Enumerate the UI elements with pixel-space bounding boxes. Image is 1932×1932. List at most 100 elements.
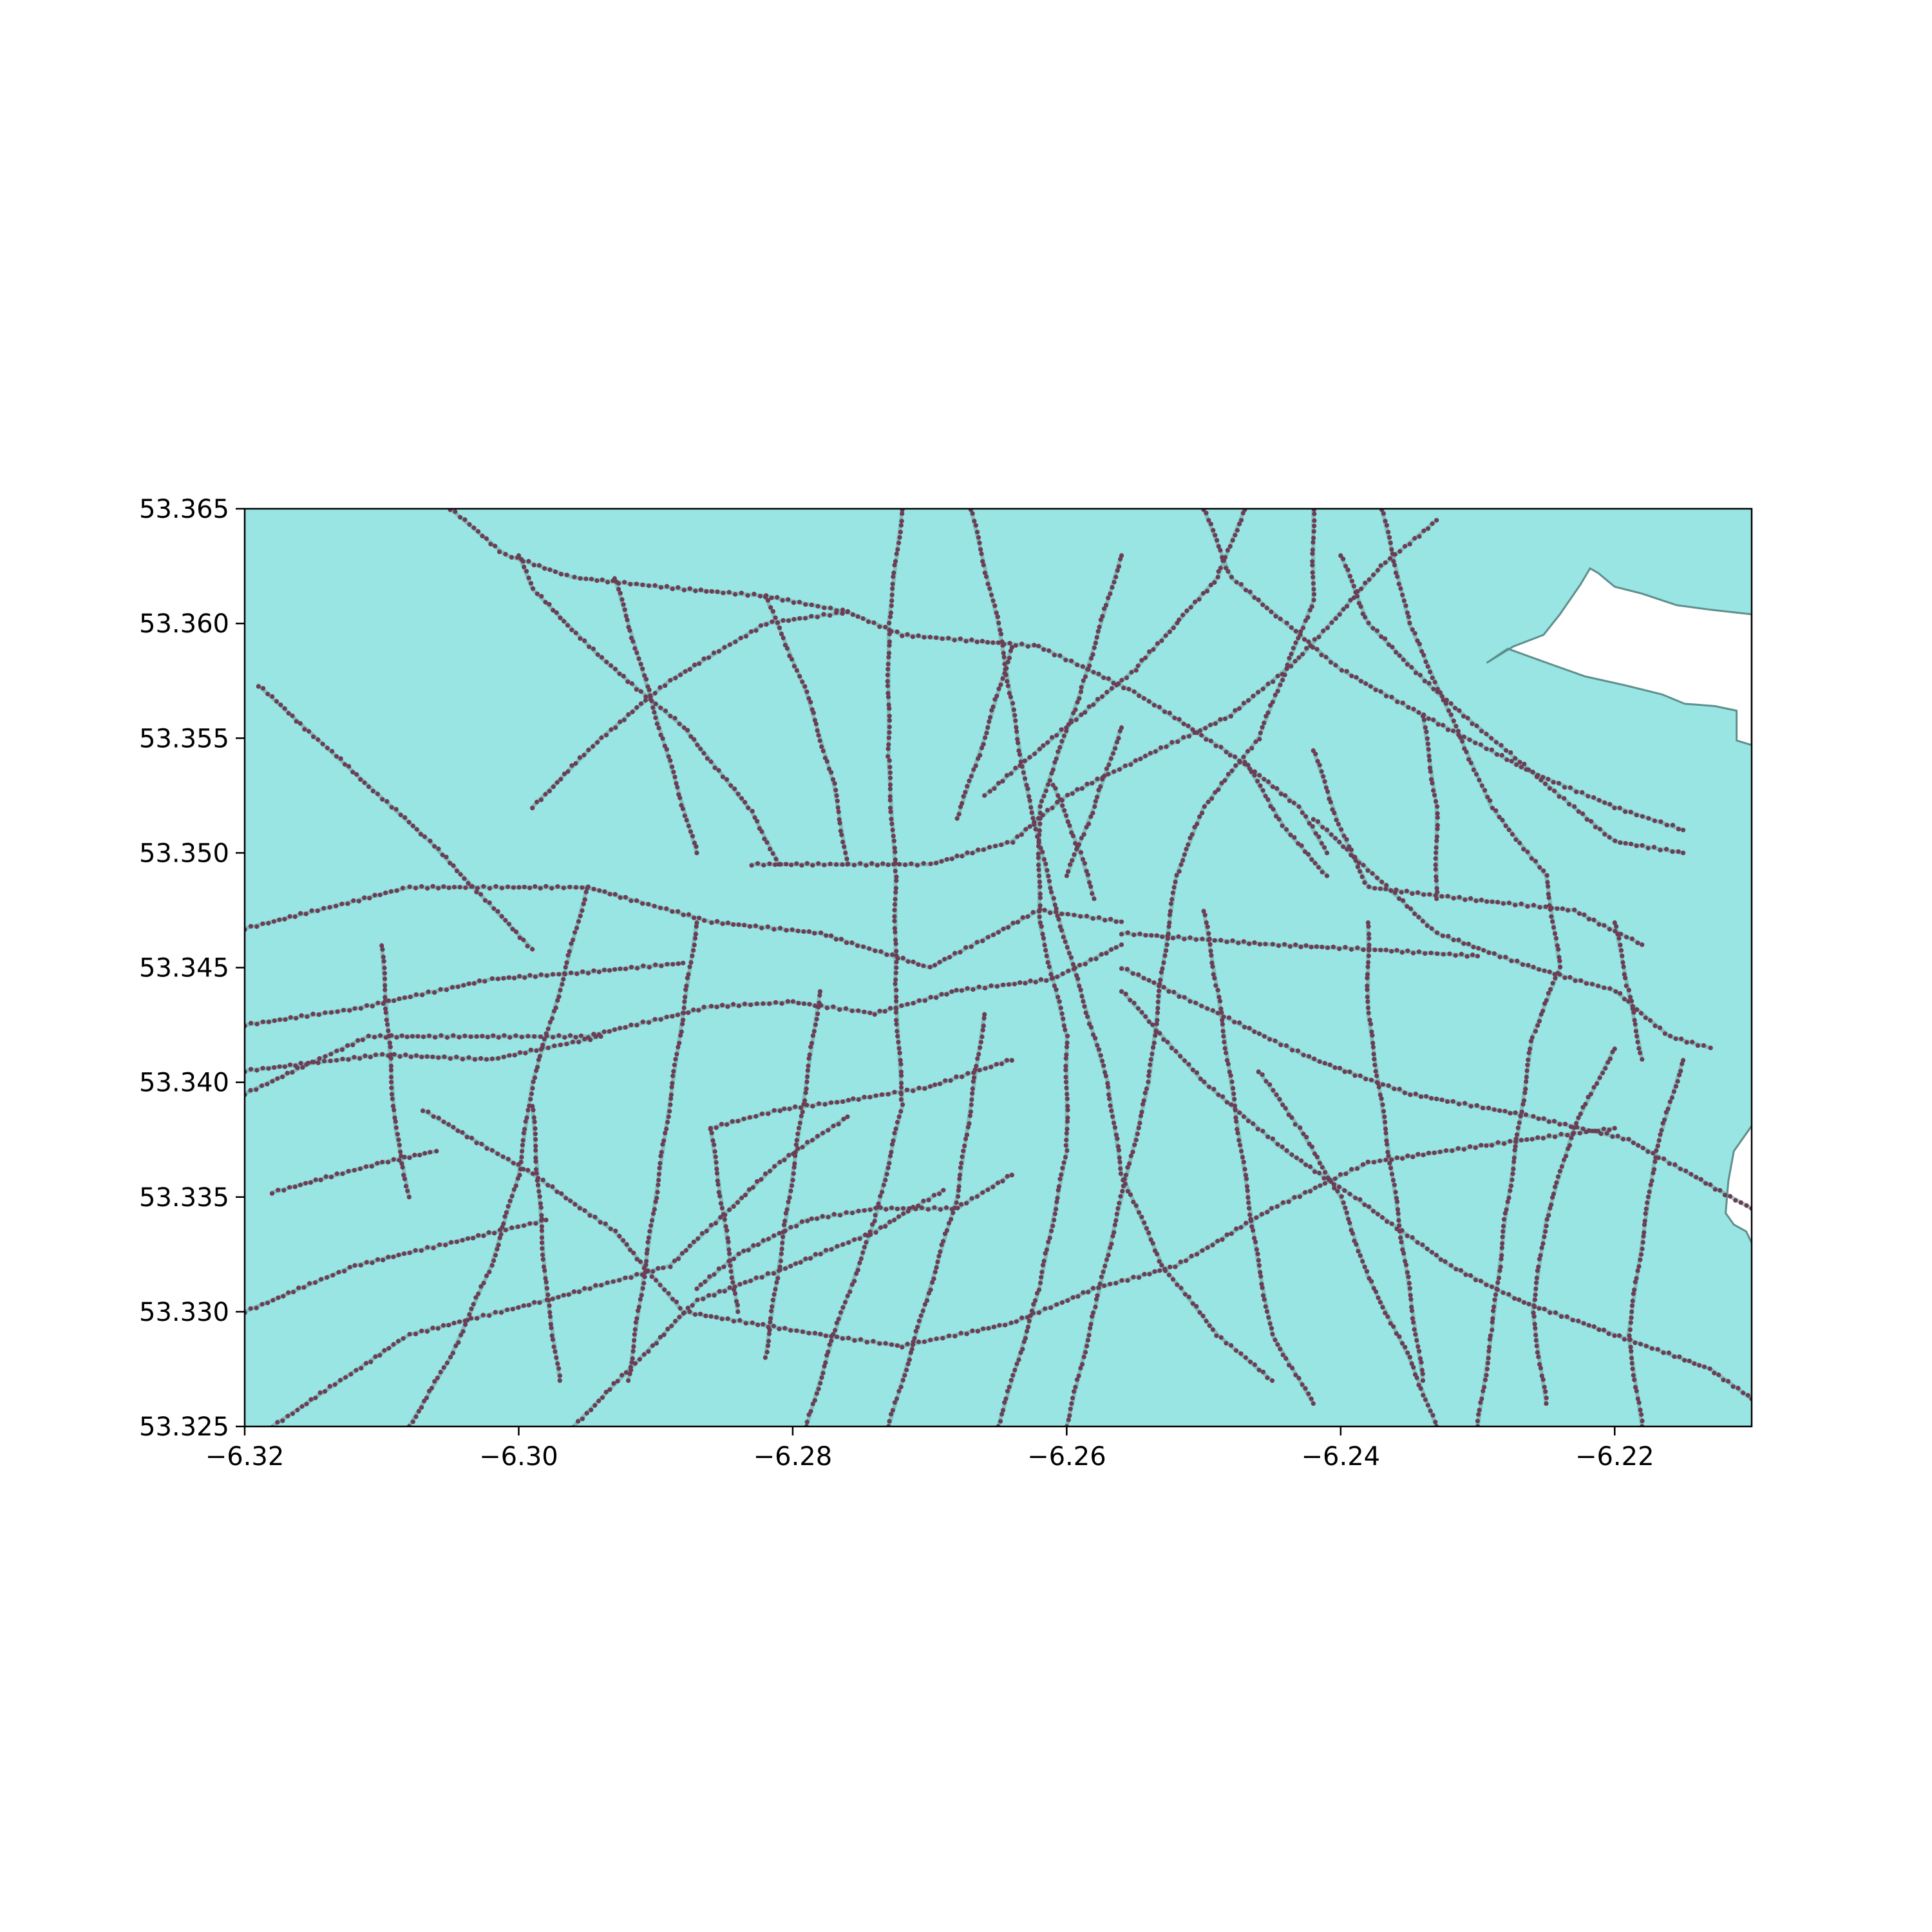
- gps-point: [290, 1070, 295, 1075]
- gps-point: [727, 1251, 732, 1256]
- gps-point: [358, 1006, 364, 1011]
- gps-point: [1103, 918, 1108, 923]
- gps-point: [515, 1224, 520, 1229]
- gps-point: [866, 1233, 871, 1238]
- gps-point: [1353, 1195, 1358, 1200]
- gps-point: [1219, 1010, 1224, 1015]
- gps-point: [565, 623, 571, 628]
- gps-point: [1242, 1166, 1247, 1172]
- gps-point-trace: [245, 960, 686, 1028]
- gps-point: [743, 1280, 748, 1285]
- gps-point: [1274, 1092, 1279, 1097]
- gps-point: [386, 998, 392, 1003]
- gps-point: [1321, 774, 1326, 779]
- gps-point: [1276, 943, 1282, 949]
- gps-point: [1247, 942, 1252, 947]
- gps-point: [550, 972, 556, 977]
- gps-point: [793, 1150, 798, 1155]
- gps-point: [540, 1252, 545, 1258]
- gps-point: [773, 615, 778, 620]
- gps-point: [1159, 970, 1164, 975]
- gps-point: [952, 1206, 958, 1211]
- gps-point: [1293, 1122, 1298, 1127]
- gps-point: [975, 1329, 980, 1334]
- gps-point: [419, 1329, 424, 1334]
- gps-point: [1367, 942, 1372, 947]
- gps-point: [1648, 1182, 1653, 1188]
- gps-point: [1415, 638, 1420, 643]
- gps-point: [1147, 649, 1152, 654]
- gps-point: [907, 1206, 912, 1211]
- gps-point: [1108, 916, 1113, 922]
- gps-point: [921, 963, 926, 969]
- gps-point: [1586, 1323, 1591, 1328]
- gps-point: [1317, 1059, 1322, 1064]
- gps-point: [1670, 822, 1676, 828]
- gps-point: [1199, 1003, 1204, 1009]
- gps-point: [1273, 813, 1279, 819]
- gps-point: [1388, 1166, 1394, 1171]
- gps-point: [1388, 888, 1394, 893]
- gps-point: [858, 861, 863, 866]
- gps-point: [1607, 802, 1613, 807]
- gps-point: [1468, 896, 1473, 901]
- gps-point: [1088, 1321, 1094, 1327]
- gps-point: [628, 582, 633, 587]
- gps-point: [1612, 1126, 1617, 1131]
- gps-point: [893, 886, 898, 891]
- gps-point: [687, 667, 692, 672]
- gps-point: [1607, 835, 1612, 840]
- gps-point: [1019, 832, 1024, 837]
- gps-point: [1468, 761, 1473, 766]
- gps-point: [1192, 730, 1197, 735]
- gps-point: [1395, 574, 1400, 580]
- gps-point: [996, 687, 1001, 692]
- gps-point: [1262, 1297, 1267, 1302]
- gps-point: [1142, 1090, 1148, 1095]
- gps-point: [638, 701, 644, 706]
- gps-point: [1119, 677, 1124, 683]
- gps-point: [829, 770, 834, 775]
- gps-point: [1070, 1396, 1075, 1401]
- gps-point: [1208, 522, 1213, 527]
- gps-point: [1473, 741, 1478, 746]
- gps-point: [1358, 604, 1363, 609]
- gps-point: [1306, 851, 1311, 857]
- gps-point: [580, 1416, 585, 1421]
- gps-point: [1557, 1122, 1562, 1127]
- gps-point: [1228, 714, 1233, 719]
- gps-point: [1081, 1354, 1086, 1359]
- gps-point: [1488, 1333, 1493, 1338]
- gps-point: [383, 987, 388, 992]
- gps-point: [1241, 939, 1246, 944]
- gps-point: [526, 1034, 531, 1039]
- gps-point: [1009, 1173, 1014, 1178]
- gps-point: [1574, 1121, 1579, 1126]
- gps-point: [1311, 581, 1316, 586]
- gps-point: [974, 1063, 979, 1068]
- gps-point: [1426, 681, 1432, 686]
- gps-point: [1209, 960, 1215, 965]
- gps-point: [1344, 837, 1349, 842]
- gps-point: [1155, 999, 1160, 1005]
- gps-point: [1265, 681, 1271, 687]
- gps-point: [1093, 1036, 1098, 1041]
- gps-point: [495, 1151, 500, 1157]
- gps-point: [343, 1375, 348, 1380]
- gps-point: [531, 586, 536, 591]
- gps-point: [838, 1213, 843, 1218]
- gps-point: [743, 634, 749, 639]
- gps-point: [474, 889, 479, 895]
- gps-point: [961, 794, 966, 799]
- gps-point-trace: [1201, 909, 1316, 1406]
- gps-point: [1099, 1274, 1104, 1280]
- gps-point: [1094, 795, 1100, 800]
- gps-point: [1090, 810, 1095, 816]
- gps-point: [1672, 1162, 1678, 1167]
- gps-point: [1489, 747, 1494, 752]
- gps-point: [824, 1352, 829, 1358]
- gps-point: [823, 1333, 828, 1338]
- gps-point: [596, 1398, 601, 1403]
- gps-point: [394, 888, 399, 893]
- gps-point: [1385, 1142, 1390, 1147]
